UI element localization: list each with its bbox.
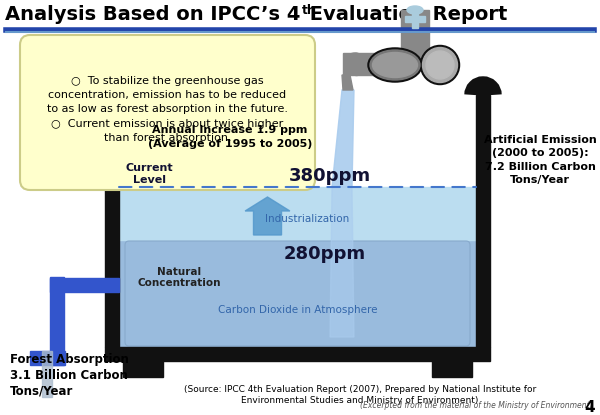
Bar bbox=[476, 95, 490, 347]
Ellipse shape bbox=[370, 50, 420, 80]
Ellipse shape bbox=[426, 51, 454, 79]
Text: 4: 4 bbox=[584, 400, 595, 415]
FancyArrow shape bbox=[245, 197, 290, 235]
Bar bbox=[119, 240, 476, 347]
Text: Evaluation Report: Evaluation Report bbox=[303, 5, 508, 24]
Bar bbox=[412, 10, 418, 28]
Text: Annual Increase 1.9 ppm
(Average of 1995 to 2005): Annual Increase 1.9 ppm (Average of 1995… bbox=[148, 125, 312, 149]
Polygon shape bbox=[332, 90, 354, 187]
FancyBboxPatch shape bbox=[125, 241, 470, 346]
Text: Forest Absorption
3.1 Billion Carbon
Tons/Year: Forest Absorption 3.1 Billion Carbon Ton… bbox=[10, 352, 129, 398]
Bar bbox=[355, 53, 415, 75]
Text: Natural
Concentration: Natural Concentration bbox=[137, 267, 221, 288]
Text: (Source: IPCC 4th Evaluation Report (2007), Prepared by National Institute for
E: (Source: IPCC 4th Evaluation Report (200… bbox=[184, 385, 536, 405]
Bar bbox=[105, 95, 119, 347]
Text: th: th bbox=[302, 5, 317, 17]
Text: ○  To stabilize the greenhouse gas
concentration, emission has to be reduced
to : ○ To stabilize the greenhouse gas concen… bbox=[47, 76, 288, 143]
Ellipse shape bbox=[373, 53, 418, 78]
Bar bbox=[119, 187, 476, 240]
Polygon shape bbox=[342, 75, 353, 90]
Bar bbox=[432, 361, 472, 377]
Text: Analysis Based on IPCC’s 4: Analysis Based on IPCC’s 4 bbox=[5, 5, 300, 24]
Bar bbox=[123, 361, 163, 377]
Text: 280ppm: 280ppm bbox=[284, 245, 366, 263]
Polygon shape bbox=[330, 187, 354, 337]
Text: (Excerpted from the material of the Ministry of Environment): (Excerpted from the material of the Mini… bbox=[361, 401, 593, 410]
Text: Current
Level: Current Level bbox=[125, 164, 173, 185]
Bar bbox=[42, 351, 52, 397]
Bar bbox=[105, 347, 490, 361]
Text: Artificial Emission
(2000 to 2005):
7.2 Billion Carbon
Tons/Year: Artificial Emission (2000 to 2005): 7.2 … bbox=[484, 135, 596, 185]
Bar bbox=[50, 277, 64, 365]
Text: Industrialization: Industrialization bbox=[265, 213, 350, 224]
Text: Carbon Dioxide in Atmosphere: Carbon Dioxide in Atmosphere bbox=[218, 305, 377, 315]
Ellipse shape bbox=[422, 47, 458, 83]
Bar bbox=[405, 16, 425, 22]
Ellipse shape bbox=[407, 6, 423, 14]
Bar bbox=[343, 53, 357, 75]
Ellipse shape bbox=[344, 53, 366, 75]
Bar bbox=[30, 351, 65, 365]
Bar bbox=[401, 10, 429, 60]
FancyBboxPatch shape bbox=[20, 35, 315, 190]
Bar bbox=[50, 278, 119, 292]
Text: 380ppm: 380ppm bbox=[289, 167, 371, 185]
